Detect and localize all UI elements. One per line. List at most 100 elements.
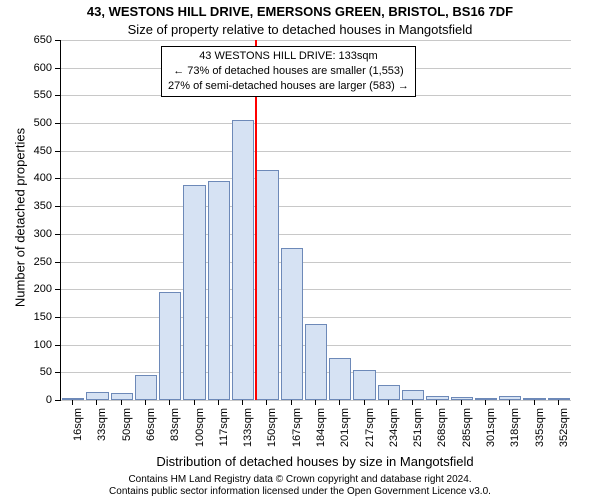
- histogram-bar: [305, 324, 327, 400]
- xtick-label: 66sqm: [145, 408, 157, 458]
- ytick-mark: [55, 234, 60, 235]
- xtick-mark: [436, 400, 437, 405]
- xtick-label: 167sqm: [291, 408, 303, 458]
- xtick-label: 301sqm: [485, 408, 497, 458]
- ytick-mark: [55, 345, 60, 346]
- gridline: [61, 234, 571, 235]
- xtick-mark: [218, 400, 219, 405]
- histogram-bar: [208, 181, 230, 400]
- xtick-mark: [388, 400, 389, 405]
- ytick-mark: [55, 151, 60, 152]
- xtick-label: 150sqm: [266, 408, 278, 458]
- ytick-mark: [55, 206, 60, 207]
- xtick-mark: [339, 400, 340, 405]
- ytick-label: 250: [0, 256, 52, 268]
- xtick-label: 285sqm: [461, 408, 473, 458]
- gridline: [61, 400, 571, 401]
- histogram-bar: [183, 185, 205, 400]
- xtick-label: 217sqm: [364, 408, 376, 458]
- xtick-label: 100sqm: [194, 408, 206, 458]
- annotation-line: 43 WESTONS HILL DRIVE: 133sqm: [168, 49, 409, 64]
- gridline: [61, 40, 571, 41]
- xtick-mark: [72, 400, 73, 405]
- histogram-bar: [353, 370, 375, 400]
- histogram-bar: [232, 120, 254, 400]
- histogram-bar: [86, 392, 108, 400]
- histogram-bar: [111, 393, 133, 400]
- histogram-bar: [329, 358, 351, 400]
- ytick-label: 150: [0, 311, 52, 323]
- histogram-bar: [159, 292, 181, 400]
- ytick-mark: [55, 95, 60, 96]
- xtick-label: 318sqm: [509, 408, 521, 458]
- ytick-mark: [55, 40, 60, 41]
- xtick-label: 133sqm: [242, 408, 254, 458]
- gridline: [61, 151, 571, 152]
- ytick-label: 100: [0, 339, 52, 351]
- histogram-bar: [135, 375, 157, 400]
- annotation-line: ← 73% of detached houses are smaller (1,…: [168, 64, 409, 79]
- gridline: [61, 317, 571, 318]
- ytick-label: 350: [0, 200, 52, 212]
- xtick-mark: [412, 400, 413, 405]
- ytick-label: 0: [0, 394, 52, 406]
- xtick-mark: [558, 400, 559, 405]
- plot-area: 43 WESTONS HILL DRIVE: 133sqm← 73% of de…: [60, 40, 571, 401]
- xtick-mark: [96, 400, 97, 405]
- xtick-mark: [194, 400, 195, 405]
- xtick-label: 50sqm: [121, 408, 133, 458]
- ytick-mark: [55, 123, 60, 124]
- xtick-label: 83sqm: [169, 408, 181, 458]
- ytick-label: 650: [0, 34, 52, 46]
- ytick-label: 600: [0, 62, 52, 74]
- xtick-mark: [485, 400, 486, 405]
- xtick-label: 33sqm: [96, 408, 108, 458]
- xtick-mark: [315, 400, 316, 405]
- xtick-mark: [266, 400, 267, 405]
- xtick-label: 117sqm: [218, 408, 230, 458]
- histogram-bar: [281, 248, 303, 400]
- footer-copyright-1: Contains HM Land Registry data © Crown c…: [0, 474, 600, 485]
- ytick-mark: [55, 68, 60, 69]
- xtick-mark: [364, 400, 365, 405]
- xtick-mark: [121, 400, 122, 405]
- xtick-label: 201sqm: [339, 408, 351, 458]
- annotation-box: 43 WESTONS HILL DRIVE: 133sqm← 73% of de…: [161, 46, 416, 97]
- xtick-label: 335sqm: [534, 408, 546, 458]
- xtick-mark: [169, 400, 170, 405]
- histogram-chart: 43, WESTONS HILL DRIVE, EMERSONS GREEN, …: [0, 0, 600, 500]
- xtick-mark: [291, 400, 292, 405]
- ytick-mark: [55, 289, 60, 290]
- ytick-mark: [55, 178, 60, 179]
- gridline: [61, 123, 571, 124]
- xtick-label: 234sqm: [388, 408, 400, 458]
- xtick-label: 184sqm: [315, 408, 327, 458]
- xtick-mark: [242, 400, 243, 405]
- chart-title-sub: Size of property relative to detached ho…: [0, 22, 600, 37]
- chart-title-main: 43, WESTONS HILL DRIVE, EMERSONS GREEN, …: [0, 4, 600, 19]
- xtick-mark: [461, 400, 462, 405]
- ytick-mark: [55, 317, 60, 318]
- histogram-bar: [402, 390, 424, 400]
- annotation-line: 27% of semi-detached houses are larger (…: [168, 79, 409, 94]
- ytick-label: 300: [0, 228, 52, 240]
- xtick-mark: [145, 400, 146, 405]
- footer-copyright-2: Contains public sector information licen…: [0, 486, 600, 497]
- gridline: [61, 262, 571, 263]
- gridline: [61, 289, 571, 290]
- ytick-label: 500: [0, 117, 52, 129]
- xtick-mark: [509, 400, 510, 405]
- histogram-bar: [256, 170, 278, 400]
- xtick-label: 268sqm: [436, 408, 448, 458]
- ytick-label: 450: [0, 145, 52, 157]
- ytick-label: 200: [0, 283, 52, 295]
- xtick-label: 352sqm: [558, 408, 570, 458]
- ytick-mark: [55, 400, 60, 401]
- gridline: [61, 178, 571, 179]
- xtick-label: 16sqm: [72, 408, 84, 458]
- ytick-mark: [55, 372, 60, 373]
- xtick-label: 251sqm: [412, 408, 424, 458]
- gridline: [61, 206, 571, 207]
- ytick-label: 550: [0, 89, 52, 101]
- ytick-label: 400: [0, 172, 52, 184]
